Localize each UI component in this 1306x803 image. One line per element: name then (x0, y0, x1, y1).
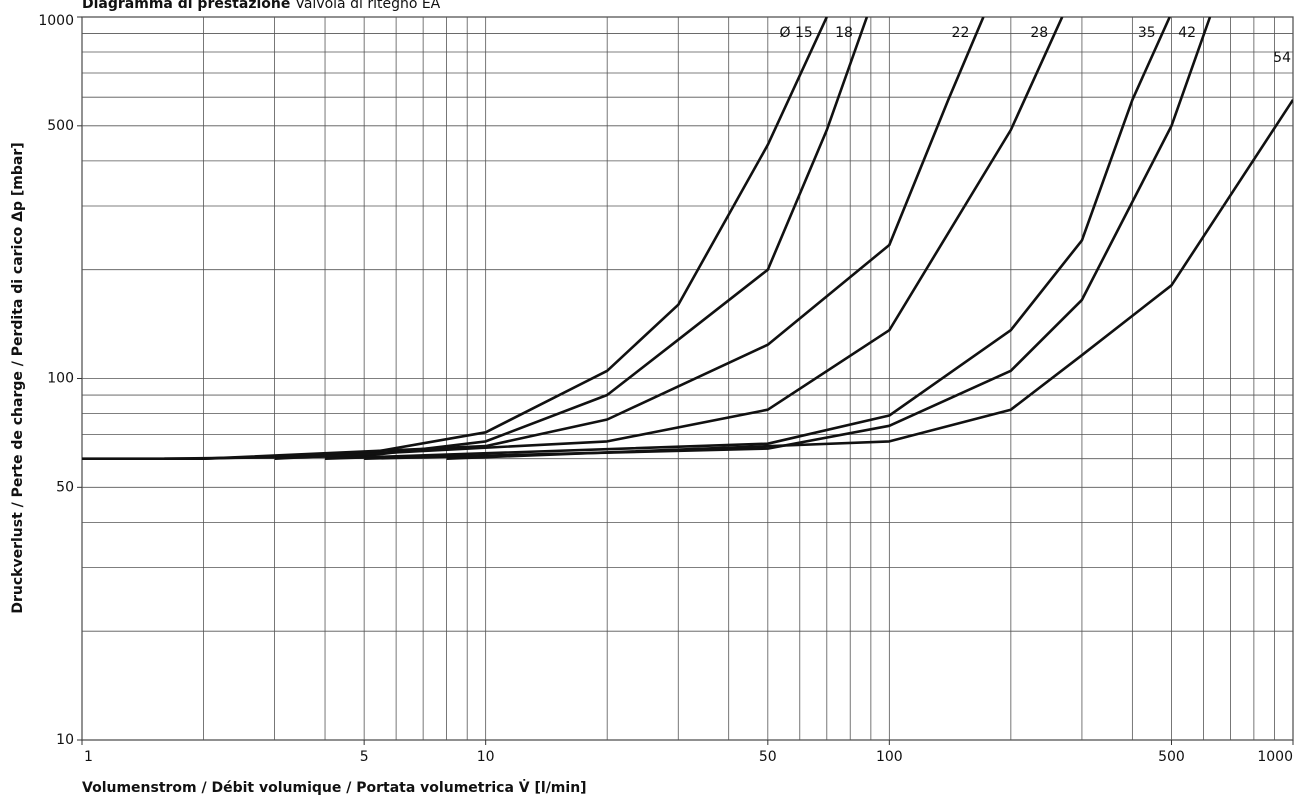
y-tick-label: 500 (47, 118, 74, 134)
series-label: 22 (952, 25, 970, 41)
series-label: 35 (1138, 25, 1156, 41)
curve (203, 17, 985, 460)
x-tick-label: 1000 (1257, 749, 1293, 765)
y-tick-label: 1000 (38, 13, 74, 29)
y-tick-label: 50 (56, 479, 74, 495)
curve (364, 17, 1212, 460)
x-tick-label: 500 (1158, 749, 1185, 765)
x-tick-label: 1 (84, 749, 93, 765)
y-axis-label: Druckverlust / Perte de charge / Perdita… (10, 142, 26, 613)
series-label: Ø 15 (780, 25, 813, 41)
curve (164, 17, 869, 460)
curve (446, 99, 1293, 460)
chart-title: Diagramma di prestazione (82, 0, 290, 12)
y-tick-label: 100 (47, 371, 74, 387)
chart-title-row: Diagramma di prestazione Valvola di riteg… (82, 0, 441, 12)
series-label: 28 (1030, 25, 1048, 41)
y-tick-label: 10 (56, 732, 74, 748)
x-axis-label: Volumenstrom / Débit volumique / Portata… (82, 779, 587, 796)
x-tick-label: 5 (360, 749, 369, 765)
curve (82, 17, 828, 460)
x-tick-label: 50 (759, 749, 777, 765)
series-label: 54 (1273, 50, 1291, 66)
x-tick-label: 100 (876, 749, 903, 765)
curve (274, 17, 1064, 460)
series-label: 18 (835, 25, 853, 41)
series-label: 42 (1178, 25, 1196, 41)
curve (324, 17, 1171, 460)
grid (81, 16, 1294, 741)
x-tick-label: 10 (477, 749, 495, 765)
chart-subtitle: Valvola di ritegno EA (295, 0, 440, 12)
